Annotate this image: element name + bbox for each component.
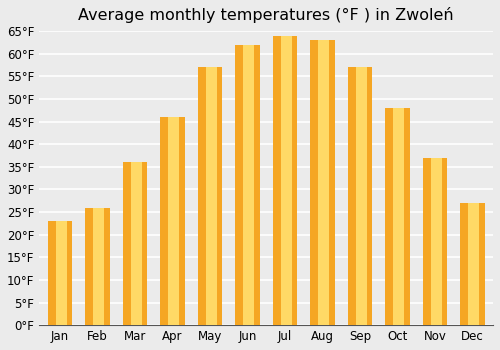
Bar xyxy=(206,67,216,325)
Bar xyxy=(310,40,334,325)
Bar xyxy=(422,158,447,325)
Bar xyxy=(48,221,72,325)
Bar xyxy=(385,108,409,325)
Bar xyxy=(160,117,184,325)
Title: Average monthly temperatures (°F ) in Zwoleń: Average monthly temperatures (°F ) in Zw… xyxy=(78,7,454,23)
Bar xyxy=(460,203,484,325)
Bar xyxy=(85,208,110,325)
Bar xyxy=(56,221,66,325)
Bar xyxy=(168,117,179,325)
Bar xyxy=(318,40,329,325)
Bar xyxy=(93,208,104,325)
Bar xyxy=(468,203,479,325)
Bar xyxy=(235,45,260,325)
Bar xyxy=(356,67,366,325)
Bar xyxy=(393,108,404,325)
Bar xyxy=(122,162,147,325)
Bar xyxy=(430,158,442,325)
Bar xyxy=(280,36,291,325)
Bar xyxy=(130,162,141,325)
Bar xyxy=(198,67,222,325)
Bar xyxy=(348,67,372,325)
Bar xyxy=(243,45,254,325)
Bar xyxy=(272,36,297,325)
